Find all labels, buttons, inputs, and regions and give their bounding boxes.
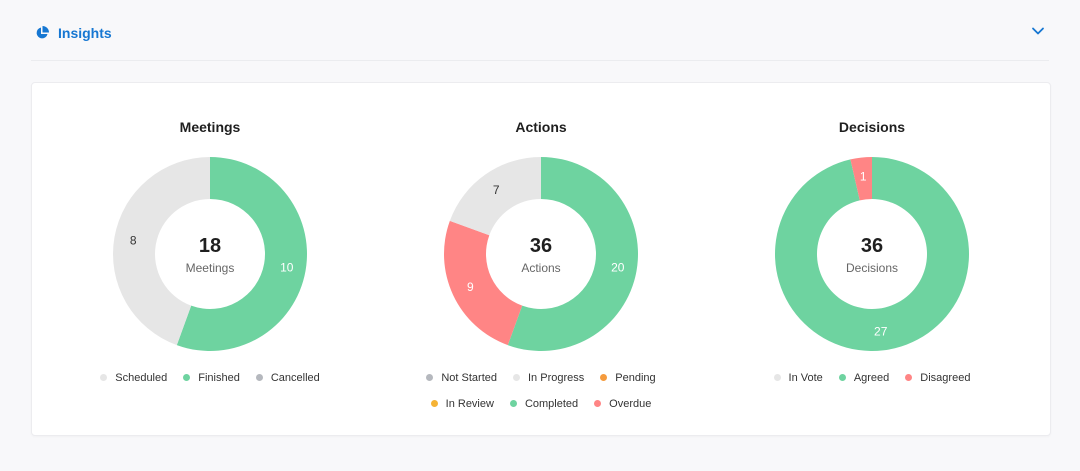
donut-chart: 27 1 36 Decisions: [775, 157, 969, 351]
legend-dot: [838, 374, 846, 381]
insights-header: Insights: [31, 0, 1049, 61]
slice-value-label: 1: [860, 169, 867, 183]
center-total: 36: [861, 235, 883, 257]
center-label: Actions: [521, 261, 560, 275]
chart-title: Meetings: [179, 119, 241, 135]
slice-in-progress[interactable]: [449, 157, 541, 236]
slice-overdue[interactable]: [444, 220, 523, 346]
legend-label: In Vote: [788, 371, 823, 384]
legend-item-pending[interactable]: Pending: [600, 371, 656, 384]
legend-dot: [430, 400, 438, 407]
slice-finished[interactable]: [176, 157, 307, 351]
legend-dot: [513, 374, 520, 381]
slice-value-label: 8: [130, 233, 137, 247]
legend-item-finished[interactable]: Finished: [183, 372, 240, 384]
legend-label: Agreed: [853, 371, 890, 384]
slice-value-label: 9: [467, 280, 474, 294]
center-total: 18: [199, 235, 221, 257]
legend-item-in-vote[interactable]: In Vote: [773, 371, 823, 384]
legend-row: Scheduled Finished Cancelled: [45, 371, 375, 384]
legend-item-not-started[interactable]: Not Started: [426, 372, 497, 384]
legend-dot: [773, 374, 781, 381]
slice-agreed[interactable]: [775, 157, 969, 351]
legend-item-in-review[interactable]: In Review: [430, 397, 494, 410]
chart-legend: In Vote Agreed Disagreed: [707, 371, 1037, 397]
legend-label: Overdue: [609, 397, 652, 410]
actions-chart-panel: Actions 20 9 7 36 Actions Not Started In Progr…: [376, 83, 706, 435]
insights-toggle[interactable]: Insights: [35, 25, 112, 41]
meetings-chart-panel: Meetings 10 8 18 Meetings Scheduled Finished C…: [45, 83, 375, 435]
legend-label: Finished: [198, 371, 240, 384]
legend-label: Pending: [615, 371, 656, 384]
legend-label: Disagreed: [920, 371, 971, 384]
chart-title: Decisions: [838, 119, 906, 135]
legend-label: In Progress: [528, 371, 585, 384]
insights-title: Insights: [58, 25, 112, 41]
legend-dot: [100, 374, 108, 381]
legend-label: Not Started: [441, 371, 497, 384]
legend-row: In Vote Agreed Disagreed: [707, 371, 1037, 384]
legend-item-cancelled[interactable]: Cancelled: [255, 371, 320, 384]
legend-item-agreed[interactable]: Agreed: [838, 371, 890, 384]
legend-item-completed[interactable]: Completed: [509, 397, 579, 410]
chevron-down-icon[interactable]: [1031, 26, 1045, 36]
slice-value-label: 20: [611, 261, 625, 275]
center-total: 36: [530, 235, 552, 257]
legend-dot: [426, 374, 434, 381]
slice-value-label: 27: [874, 325, 888, 339]
pie-chart-icon: [36, 26, 49, 39]
donut-chart: 20 9 7 36 Actions: [444, 157, 638, 351]
slice-value-label: 10: [280, 261, 294, 275]
center-label: Decisions: [846, 261, 898, 275]
legend-item-in-progress[interactable]: In Progress: [513, 372, 584, 384]
donut-chart: 10 8 18 Meetings: [113, 157, 307, 351]
slice-value-label: 7: [493, 183, 500, 197]
legend-dot: [183, 374, 191, 381]
legend-label: Scheduled: [115, 371, 168, 384]
legend-dot: [255, 374, 263, 381]
slice-scheduled[interactable]: [113, 157, 210, 346]
legend-label: In Review: [445, 397, 494, 410]
center-label: Meetings: [186, 261, 235, 275]
chart-legend: Scheduled Finished Cancelled: [45, 371, 375, 397]
legend-row: Not Started In Progress Pending: [376, 371, 706, 384]
legend-item-scheduled[interactable]: Scheduled: [100, 372, 167, 384]
legend-dot: [905, 374, 913, 381]
chart-legend: Not Started In Progress Pending In Review Co…: [376, 371, 706, 423]
insights-card: Meetings 10 8 18 Meetings Scheduled Finished C…: [31, 82, 1051, 436]
decisions-chart-panel: Decisions 27 1 36 Decisions In Vote Agreed Dis…: [707, 83, 1037, 435]
legend-item-disagreed[interactable]: Disagreed: [905, 372, 970, 384]
slice-completed[interactable]: [507, 157, 638, 351]
legend-dot: [600, 374, 608, 381]
legend-item-overdue[interactable]: Overdue: [594, 398, 651, 410]
legend-dot: [594, 400, 602, 407]
legend-label: Cancelled: [270, 371, 320, 384]
chart-title: Actions: [515, 119, 567, 135]
slice-disagreed[interactable]: [850, 157, 872, 201]
legend-row: In Review Completed Overdue: [376, 397, 706, 410]
legend-label: Completed: [524, 397, 579, 410]
legend-dot: [509, 400, 517, 407]
